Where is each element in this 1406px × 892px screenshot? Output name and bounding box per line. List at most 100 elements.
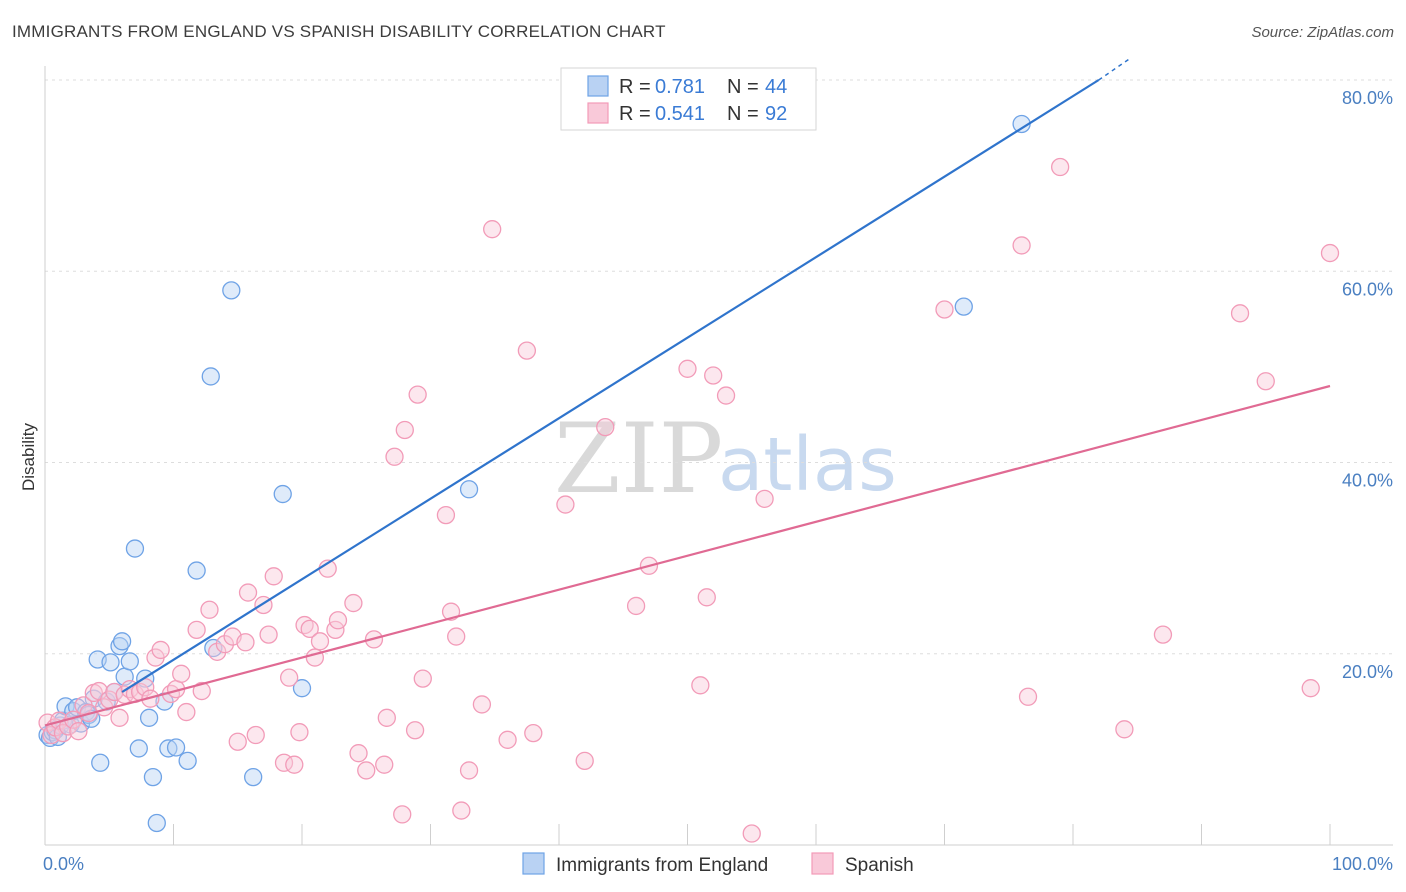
gridlines — [45, 79, 1393, 655]
spanish-point-73 — [524, 723, 543, 743]
spanish-point-23 — [151, 640, 170, 660]
watermark-atlas: atlas — [718, 422, 897, 508]
x-tick-label-0: 0.0% — [43, 854, 84, 874]
spanish-point-76 — [596, 417, 615, 437]
spanish-point-48 — [310, 632, 330, 651]
spanish-point-42 — [279, 668, 299, 687]
bottom-legend-swatch-spanish — [811, 852, 834, 875]
spanish-point-95 — [1320, 243, 1340, 263]
watermark-zip: ZIP — [554, 403, 723, 515]
england-point-38 — [222, 281, 241, 300]
england-point-30 — [147, 813, 166, 833]
spanish-point-69 — [472, 695, 492, 714]
spanish-point-36 — [238, 583, 258, 602]
england-point-21 — [110, 636, 129, 656]
england-point-28 — [139, 708, 159, 727]
england-point-42 — [459, 480, 479, 499]
england-point-41 — [292, 679, 312, 698]
spanish-point-7 — [69, 722, 88, 741]
england-point-17 — [91, 753, 110, 772]
trend-lines — [44, 57, 1331, 727]
y-tick-label-3: 80.0% — [1342, 88, 1393, 108]
england-point-39 — [244, 767, 263, 787]
england-point-40 — [273, 484, 292, 504]
england-point-35 — [187, 561, 206, 580]
spanish-point-74 — [556, 495, 575, 514]
spanish-point-94 — [1301, 679, 1320, 698]
bottom-legend-label-england: Immigrants from England — [556, 855, 768, 876]
spanish-point-52 — [344, 593, 363, 613]
spanish-point-57 — [377, 708, 396, 727]
spanish-point-29 — [192, 681, 211, 701]
spanish-point-93 — [1256, 372, 1275, 391]
england-point-26 — [129, 739, 148, 758]
spanish-point-43 — [285, 755, 304, 774]
spanish-point-71 — [498, 730, 517, 749]
bottom-legend: Immigrants from England Spanish — [522, 852, 914, 876]
legend-r-label-england: R = — [619, 76, 651, 98]
england-trend-line — [121, 79, 1100, 693]
spanish-point-54 — [357, 761, 376, 780]
spanish-point-44 — [290, 723, 309, 742]
spanish-point-62 — [408, 385, 427, 404]
y-tick-label-2: 60.0% — [1342, 279, 1393, 299]
spanish-point-27 — [177, 702, 196, 722]
spanish-point-46 — [300, 619, 319, 639]
spanish-point-88 — [1018, 687, 1038, 706]
spanish-point-77 — [626, 596, 646, 616]
england-point-24 — [120, 652, 139, 671]
spanish-point-59 — [393, 805, 412, 824]
spanish-point-61 — [405, 721, 425, 740]
spanish-point-75 — [575, 751, 594, 770]
spanish-point-70 — [483, 220, 502, 239]
legend-r-value-england: 0.781 — [655, 76, 705, 98]
spanish-point-82 — [704, 366, 723, 385]
england-point-25 — [125, 539, 145, 558]
legend-n-label-spanish: N = — [727, 103, 759, 125]
spanish-point-56 — [375, 755, 394, 774]
spanish-point-28 — [187, 620, 206, 639]
spanish-point-86 — [935, 300, 954, 319]
legend-r-value-spanish: 0.541 — [655, 103, 705, 125]
spanish-point-51 — [328, 611, 348, 630]
spanish-point-64 — [436, 505, 456, 525]
tick-labels: 20.0% 40.0% 60.0% 80.0% 0.0% 100.0% — [43, 88, 1393, 874]
england-point-29 — [143, 767, 163, 787]
source-credit: Source: ZipAtlas.com — [1251, 24, 1394, 41]
y-tick-label-1: 40.0% — [1342, 471, 1393, 491]
england-point-34 — [178, 751, 197, 770]
y-axis-title: Disability — [19, 422, 38, 491]
spanish-point-66 — [447, 627, 466, 646]
spanish-point-32 — [215, 635, 235, 654]
spanish-point-53 — [349, 744, 368, 763]
spanish-point-30 — [200, 600, 219, 619]
legend-n-value-england: 44 — [765, 76, 787, 98]
england-trend-extension — [1098, 57, 1132, 81]
spanish-point-79 — [678, 359, 697, 378]
series-spanish-points — [38, 157, 1340, 843]
y-tick-label-0: 20.0% — [1342, 662, 1393, 682]
spanish-point-15 — [110, 708, 129, 727]
bottom-legend-label-spanish: Spanish — [845, 855, 914, 876]
top-legend: R = 0.781 N = 44 R = 0.541 N = 92 — [560, 67, 817, 131]
spanish-point-37 — [246, 725, 265, 745]
spanish-point-35 — [236, 633, 255, 652]
spanish-point-67 — [452, 801, 471, 820]
spanish-point-26 — [172, 664, 191, 683]
england-point-22 — [112, 632, 132, 651]
england-point-19 — [101, 653, 120, 672]
legend-n-label-england: N = — [727, 76, 759, 98]
spanish-point-34 — [228, 732, 247, 751]
spanish-trend-line — [44, 384, 1331, 727]
spanish-point-91 — [1153, 625, 1173, 644]
chart-title: IMMIGRANTS FROM ENGLAND VS SPANISH DISAB… — [12, 22, 666, 41]
spanish-point-31 — [208, 642, 227, 661]
axes — [44, 66, 1393, 846]
spanish-point-58 — [385, 447, 404, 466]
spanish-point-68 — [459, 761, 479, 780]
legend-swatch-england — [587, 75, 609, 97]
spanish-point-89 — [1051, 157, 1070, 177]
spanish-point-87 — [1012, 236, 1031, 255]
spanish-point-60 — [395, 420, 414, 440]
